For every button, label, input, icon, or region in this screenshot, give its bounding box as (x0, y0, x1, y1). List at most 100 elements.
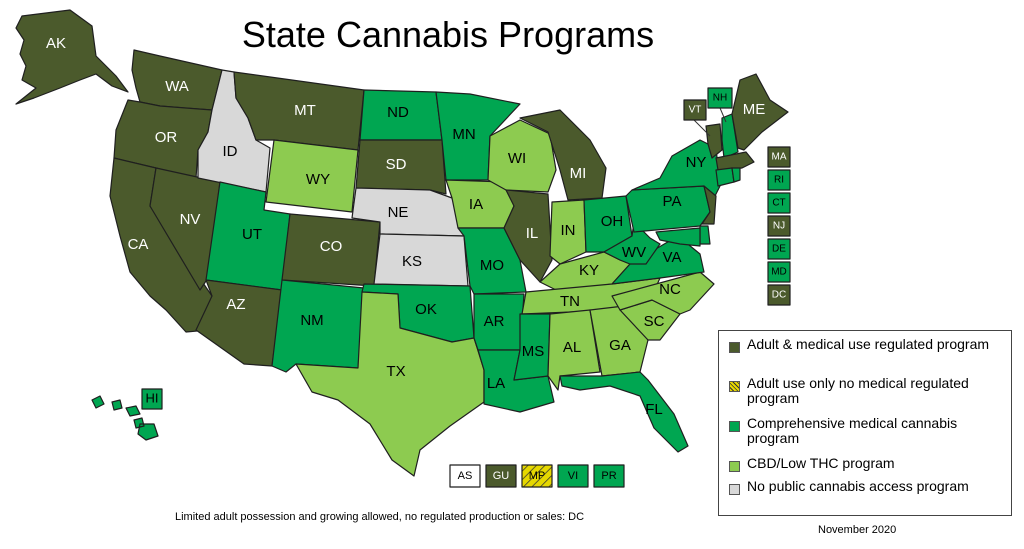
label-sc: SC (644, 313, 665, 330)
label-ar: AR (484, 313, 505, 330)
state-me[interactable] (731, 73, 789, 151)
box-ri[interactable] (767, 169, 791, 191)
state-hi[interactable] (91, 395, 159, 441)
state-ma[interactable] (715, 151, 755, 171)
box-ct[interactable] (767, 192, 791, 214)
footnote: Limited adult possession and growing all… (175, 511, 585, 523)
state-ri[interactable] (731, 167, 741, 183)
state-wi[interactable] (487, 119, 557, 193)
label-nc: NC (659, 281, 681, 298)
label-ut: UT (242, 226, 262, 243)
hi-callout-box[interactable] (141, 388, 163, 410)
box-label-ct: CT (772, 198, 785, 209)
state-wy[interactable] (265, 139, 359, 213)
territory-mp[interactable] (521, 464, 553, 488)
label-nv: NV (180, 211, 201, 228)
legend-swatch (729, 381, 740, 392)
label-ne: NE (388, 204, 409, 221)
label-hi: HI (146, 390, 159, 405)
state-wv[interactable] (603, 221, 661, 265)
territory-as[interactable] (449, 464, 481, 488)
label-nm: NM (300, 312, 323, 329)
legend-label: Adult use only no medical regulated prog… (747, 375, 969, 406)
label-ms: MS (522, 343, 545, 360)
label-co: CO (320, 238, 343, 255)
label-ak: AK (46, 35, 66, 52)
nh-callout-box[interactable] (707, 87, 733, 109)
state-vt[interactable] (705, 123, 723, 159)
state-sd[interactable] (355, 139, 447, 195)
legend-swatch (729, 421, 740, 432)
territory-label-vi: VI (568, 470, 578, 482)
label-tx: TX (386, 363, 405, 380)
vt-callout-box[interactable] (683, 99, 707, 121)
legend-item-adult-medical: Adult & medical use regulated program (729, 336, 1007, 353)
territory-label-pr: PR (601, 470, 616, 482)
label-az: AZ (226, 296, 245, 313)
state-nj[interactable] (701, 185, 717, 225)
box-label-nj: NJ (773, 221, 785, 232)
box-de[interactable] (767, 238, 791, 260)
label-ca: CA (128, 236, 149, 253)
legend-label: Adult & medical use regulated program (747, 336, 990, 352)
label-nh: NH (713, 93, 727, 104)
label-or: OR (155, 129, 178, 146)
label-id: ID (223, 143, 238, 160)
territory-label-mp: MP (529, 470, 546, 482)
state-de[interactable] (699, 225, 711, 245)
label-pa: PA (663, 193, 682, 210)
label-al: AL (563, 339, 581, 356)
label-in: IN (561, 222, 576, 239)
legend-item-adult-only: Adult use only no medical regulated prog… (729, 375, 1007, 406)
box-label-ma: MA (772, 152, 787, 163)
state-in[interactable] (549, 199, 587, 265)
label-tn: TN (560, 293, 580, 310)
label-il: IL (526, 225, 539, 242)
label-ok: OK (415, 301, 437, 318)
label-ky: KY (579, 262, 599, 279)
legend-swatch (729, 484, 740, 495)
box-label-dc: DC (772, 290, 786, 301)
label-vt: VT (689, 105, 702, 116)
label-mo: MO (480, 257, 504, 274)
label-mt: MT (294, 102, 316, 119)
state-tx[interactable] (295, 291, 485, 477)
legend-label: CBD/Low THC program (747, 455, 895, 471)
label-nd: ND (387, 104, 409, 121)
label-sd: SD (386, 156, 407, 173)
label-me: ME (743, 101, 766, 118)
label-ga: GA (609, 337, 631, 354)
legend-swatch (729, 461, 740, 472)
label-oh: OH (601, 213, 624, 230)
legend-label: No public cannabis access program (747, 478, 969, 494)
date-label: November 2020 (818, 524, 897, 536)
box-ma[interactable] (767, 146, 791, 168)
state-nc[interactable] (611, 271, 715, 315)
legend-item-cbd-low-thc: CBD/Low THC program (729, 455, 1007, 472)
state-fl[interactable] (559, 371, 689, 453)
east-coast-box-column: MA RI CT NJ DE MD DC (767, 146, 791, 306)
label-mi: MI (570, 165, 587, 182)
label-wv: WV (622, 244, 646, 261)
state-ms[interactable] (513, 313, 551, 381)
label-wi: WI (508, 150, 526, 167)
territory-gu[interactable] (485, 464, 517, 488)
box-md[interactable] (767, 261, 791, 283)
legend: Adult & medical use regulated program Ad… (718, 330, 1012, 516)
label-mn: MN (452, 126, 475, 143)
territory-pr[interactable] (593, 464, 625, 488)
state-il[interactable] (503, 189, 553, 283)
territory-label-as: AS (458, 470, 473, 482)
territory-vi[interactable] (557, 464, 589, 488)
box-nj[interactable] (767, 215, 791, 237)
label-wa: WA (165, 78, 189, 95)
state-ak[interactable] (15, 9, 129, 105)
label-wy: WY (306, 171, 330, 188)
label-va: VA (663, 249, 682, 266)
legend-label: Comprehensive medical cannabis program (747, 415, 958, 446)
page-title: State Cannabis Programs (241, 14, 655, 55)
state-md[interactable] (655, 227, 701, 247)
box-dc[interactable] (767, 284, 791, 306)
label-fl: FL (645, 401, 663, 418)
state-ct[interactable] (715, 167, 735, 187)
